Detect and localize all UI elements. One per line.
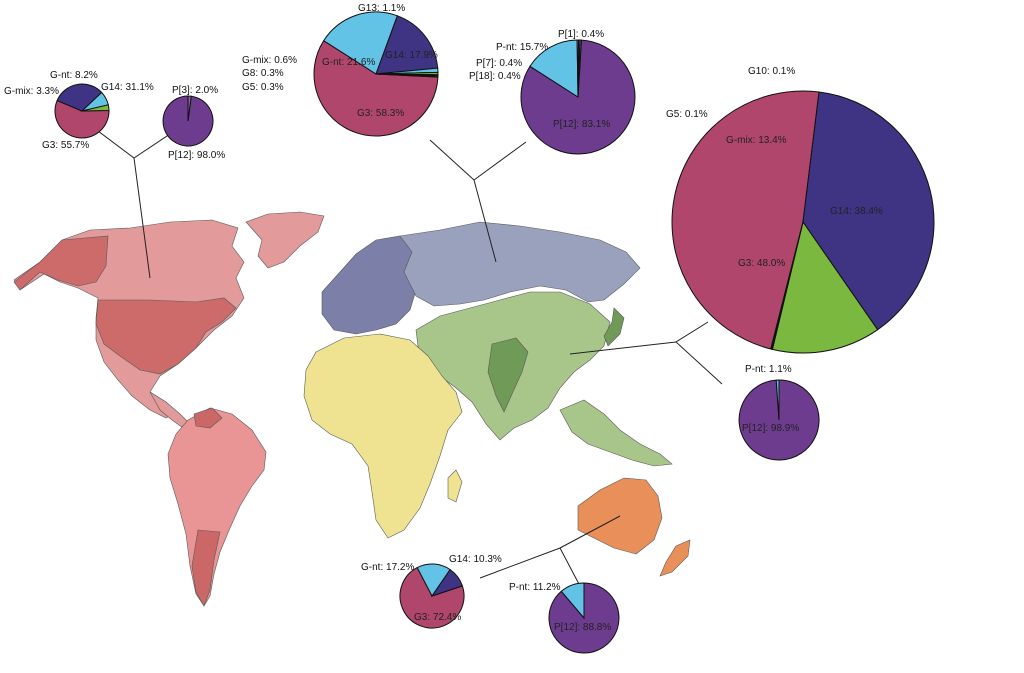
- pie-australia-p: P[12]: 88.8% P-nt: 11.2%: [509, 582, 620, 654]
- pie-label: G10: 0.1%: [748, 66, 795, 77]
- pie-slice-g14: [375, 15, 439, 75]
- india-shape: [487, 337, 529, 413]
- russia-shape: [399, 221, 641, 307]
- pie-label: P[1]: 0.4%: [558, 29, 604, 40]
- japan-shape: [603, 307, 625, 347]
- pie-slice-g3: [399, 566, 465, 629]
- pie-label: P[12]: 98.0%: [168, 150, 225, 161]
- leader-australia-stem: [559, 515, 621, 549]
- pie-slice-minor: [375, 73, 439, 78]
- pie-label: G3: 55.7%: [42, 140, 89, 151]
- southeast-asia-shape: [559, 399, 673, 467]
- pie-slice-g-nt: [323, 11, 399, 75]
- pie-asia-p: P[12]: 98.9% P-nt: 1.1%: [738, 364, 820, 461]
- pie-label: G-mix: 13.4%: [726, 135, 787, 146]
- madagascar-shape: [447, 469, 463, 503]
- pie-slice-g3: [313, 40, 439, 137]
- pie-europe-g: G3: 58.3% G-nt: 21.6% G14: 17.9% G13: 1.1% G…: [242, 3, 439, 137]
- pie-asia-g: G3: 48.0% G14: 38.4% G-mix: 13.4% G10: 0.1%…: [666, 66, 935, 354]
- pie-slice-p-nt: [775, 379, 780, 421]
- argentina-shape: [191, 529, 221, 607]
- leader-europe: [429, 139, 527, 181]
- leader-europe-stem: [473, 179, 497, 263]
- pie-label: P[7]: 0.4%: [476, 58, 522, 69]
- pie-slice-g3: [671, 90, 820, 350]
- pie-label: P[12]: 88.8%: [554, 622, 611, 633]
- pie-slice-g3: [54, 99, 110, 139]
- pie-label: P[12]: 98.9%: [742, 423, 799, 434]
- africa-shape: [303, 333, 463, 539]
- europe-shape: [321, 235, 417, 335]
- greenland-shape: [245, 211, 325, 269]
- pie-label: G14: 17.9%: [385, 50, 438, 61]
- south-america-shape: [167, 407, 267, 607]
- pie-label: G14: 38.4%: [830, 206, 883, 217]
- leader-asia-stem: [569, 341, 677, 355]
- pie-label: P-nt: 15.7%: [496, 42, 548, 53]
- pie-label: G3: 48.0%: [738, 258, 785, 269]
- pie-slice-minor: [770, 221, 804, 350]
- leader-lines: [85, 121, 723, 587]
- pie-label: P[18]: 0.4%: [469, 71, 521, 82]
- pie-slice-p12: [548, 582, 620, 654]
- pie-slice-g-mix: [771, 220, 879, 354]
- pie-label: P[3]: 2.0%: [172, 85, 218, 96]
- pie-label: P-nt: 1.1%: [745, 364, 792, 375]
- pie-slice-g-mix: [81, 104, 110, 112]
- pie-north-america-g: G3: 55.7% G14: 31.1%G-nt: 8.2% G-mix: 3.3%: [4, 70, 154, 151]
- pie-label: G13: 1.1%: [358, 3, 405, 14]
- usa-shape: [95, 297, 237, 375]
- pie-slice-g14: [430, 568, 464, 597]
- venezuela-shape: [193, 407, 223, 429]
- alaska-shape: [13, 235, 109, 291]
- pie-europe-p: P[12]: 83.1% P-nt: 15.7% P[1]: 0.4% P[7]: 0…: [469, 29, 636, 155]
- pie-label: G8: 0.3%: [242, 68, 284, 79]
- pie-australia-g: G3: 72.4% G-nt: 17.2% G14: 10.3%: [361, 554, 502, 629]
- pie-label: G14: 31.1%: [101, 82, 154, 93]
- pie-label: G5: 0.3%: [242, 82, 284, 93]
- pie-label: G3: 58.3%: [357, 108, 404, 119]
- pie-slice-p-minor: [187, 95, 192, 122]
- pie-slice-p-nt: [560, 582, 585, 620]
- pie-label: G-mix: 3.3%: [4, 86, 59, 97]
- continents-layer: [13, 211, 691, 607]
- pie-label: G-nt: 21.6%: [322, 57, 375, 68]
- pie-label: P-nt: 11.2%: [509, 582, 561, 593]
- leader-asia: [675, 321, 723, 385]
- pie-label: G-nt: 17.2%: [361, 562, 414, 573]
- pie-label: G5: 0.1%: [666, 109, 708, 120]
- pie-label: G-nt: 8.2%: [50, 70, 98, 81]
- pie-label: P[12]: 83.1%: [553, 119, 610, 130]
- pie-label: G-mix: 0.6%: [242, 55, 297, 66]
- leader-north-america-stem: [133, 157, 151, 279]
- pie-label: G3: 72.4%: [414, 612, 461, 623]
- pie-north-america-p: P[12]: 98.0% P[3]: 2.0%: [162, 85, 225, 161]
- new-zealand-shape: [659, 539, 691, 577]
- pie-slice-p-nt: [529, 39, 579, 98]
- pie-slice-g14: [56, 83, 103, 112]
- pie-slice-p-minor: [577, 39, 582, 98]
- pie-label: G14: 10.3%: [449, 554, 502, 565]
- pie-slice-g14: [802, 91, 935, 331]
